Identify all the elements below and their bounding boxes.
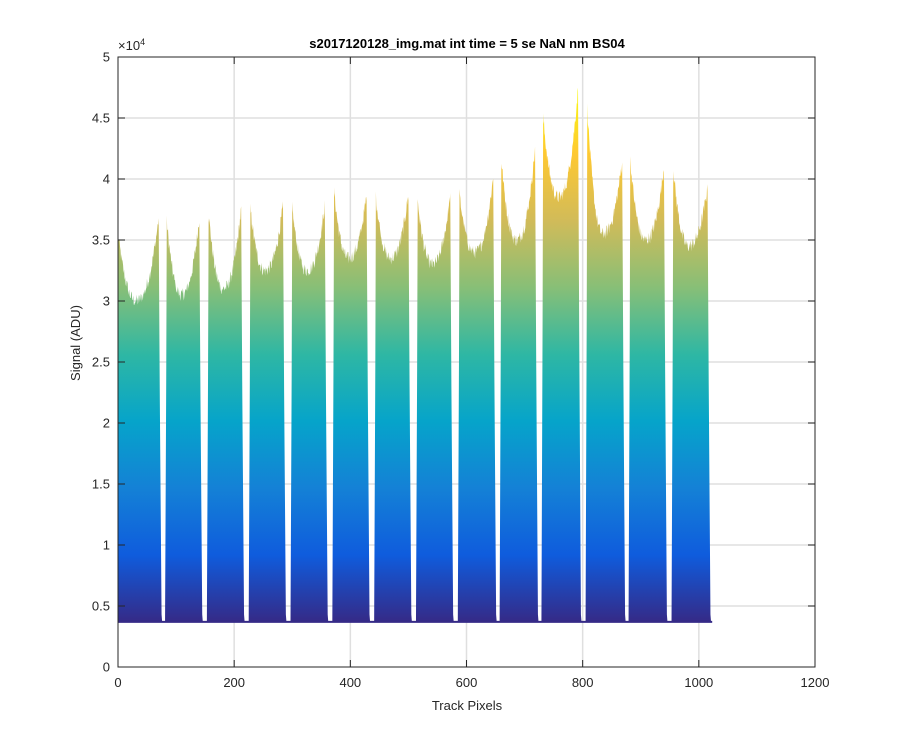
y-exponent-label: ×104 <box>118 37 145 53</box>
y-tick-label: 2 <box>103 416 110 431</box>
signal-segment <box>585 103 626 622</box>
x-tick-label: 1000 <box>684 675 713 690</box>
y-exponent-power: 4 <box>140 37 145 47</box>
y-axis-label: Signal (ADU) <box>68 305 83 381</box>
signal-segment <box>671 170 712 622</box>
signal-segment <box>499 146 539 622</box>
x-tick-labels: 0 200 400 600 800 1000 1200 <box>114 675 829 690</box>
signal-segment <box>541 87 582 622</box>
y-tick-label: 2.5 <box>92 355 110 370</box>
x-tick-label: 200 <box>223 675 245 690</box>
baseline-floor <box>118 620 713 623</box>
x-tick-label: 800 <box>572 675 594 690</box>
chart-title: s2017120128_img.mat int time = 5 se NaN … <box>309 36 625 51</box>
x-tick-label: 1200 <box>801 675 830 690</box>
y-tick-label: 4 <box>103 172 110 187</box>
y-tick-label: 0.5 <box>92 599 110 614</box>
x-tick-label: 400 <box>339 675 361 690</box>
y-tick-label: 0 <box>103 660 110 675</box>
y-tick-label: 3 <box>103 294 110 309</box>
x-tick-label: 0 <box>114 675 121 690</box>
y-tick-label: 1 <box>103 538 110 553</box>
y-tick-labels: 0 0.5 1 1.5 2 2.5 3 3.5 4 4.5 5 <box>92 50 110 675</box>
svg-text:×104: ×104 <box>118 37 145 53</box>
signal-segment <box>165 215 203 622</box>
y-exponent-base: ×10 <box>118 38 140 53</box>
signal-segment <box>248 201 287 622</box>
signal-segment <box>118 218 163 622</box>
signal-segment <box>457 179 497 622</box>
signal-segment <box>415 192 454 622</box>
y-tick-label: 1.5 <box>92 477 110 492</box>
signal-segment <box>206 206 245 622</box>
signal-segment <box>628 156 668 622</box>
plot-area <box>118 87 713 623</box>
y-tick-label: 3.5 <box>92 233 110 248</box>
x-axis-label: Track Pixels <box>432 698 503 713</box>
tick-marks <box>117 56 816 668</box>
y-tick-label: 5 <box>103 50 110 65</box>
signal-segment <box>290 200 329 622</box>
x-tick-label: 600 <box>456 675 478 690</box>
signal-segment <box>332 187 371 622</box>
signal-segment <box>374 191 412 622</box>
y-tick-label: 4.5 <box>92 111 110 126</box>
